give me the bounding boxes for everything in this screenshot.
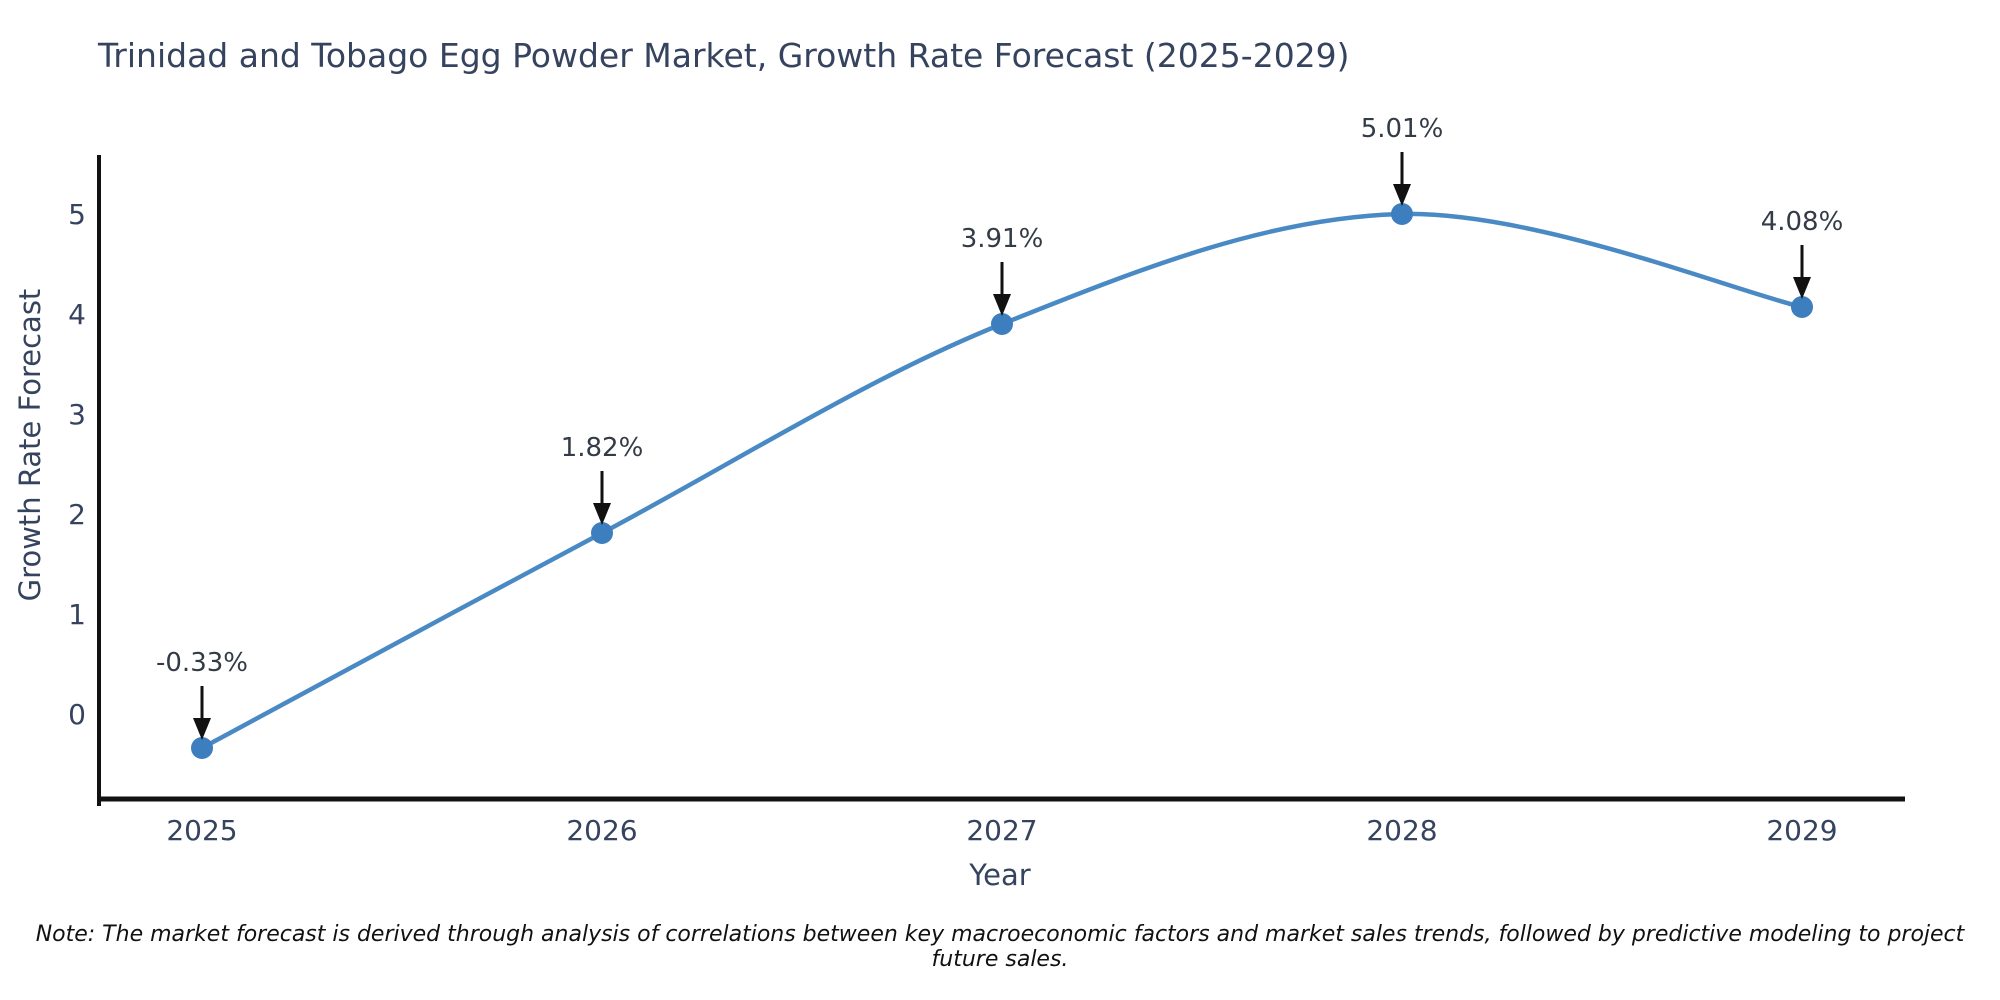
x-tick-label-2028: 2028: [1366, 814, 1438, 847]
data-point-2026: [591, 522, 613, 544]
y-tick-label-2: 2: [68, 498, 86, 531]
data-point-2028: [1391, 203, 1413, 225]
data-point-2025: [191, 737, 213, 759]
annotation-arrowhead-2028: [1393, 184, 1411, 206]
y-tick-label-3: 3: [68, 398, 86, 431]
point-annotation-2026: 1.82%: [560, 433, 644, 463]
y-tick-label-1: 1: [68, 598, 86, 631]
annotation-arrowhead-2025: [193, 718, 211, 740]
y-axis-title: Growth Rate Forecast: [13, 288, 47, 602]
chart-title: Trinidad and Tobago Egg Powder Market, G…: [98, 36, 1350, 75]
x-tick-label-2025: 2025: [166, 814, 238, 847]
data-point-2029: [1791, 296, 1813, 318]
point-annotation-2025: -0.33%: [156, 648, 248, 678]
point-annotation-2028: 5.01%: [1360, 114, 1444, 144]
annotation-arrowhead-2026: [593, 503, 611, 525]
x-tick-label-2027: 2027: [966, 814, 1038, 847]
chart-footnote: Note: The market forecast is derived thr…: [35, 922, 1965, 972]
annotation-arrowhead-2029: [1793, 277, 1811, 299]
x-axis-title: Year: [969, 858, 1031, 892]
y-tick-label-0: 0: [68, 698, 86, 731]
y-tick-label-5: 5: [68, 198, 86, 231]
x-tick-label-2029: 2029: [1766, 814, 1838, 847]
data-point-2027: [991, 313, 1013, 335]
x-tick-label-2026: 2026: [566, 814, 638, 847]
y-tick-label-4: 4: [68, 298, 86, 331]
point-annotation-2029: 4.08%: [1760, 207, 1844, 237]
point-annotation-2027: 3.91%: [960, 224, 1044, 254]
annotation-arrowhead-2027: [993, 294, 1011, 316]
